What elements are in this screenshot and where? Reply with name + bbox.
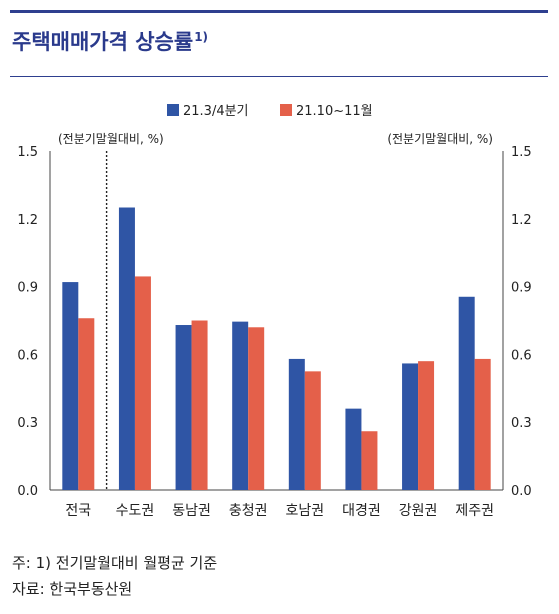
x-tick-label: 수도권 (116, 503, 155, 519)
y-tick-label-right: 0.6 (511, 348, 532, 363)
bar-chart: 21.3/4분기 21.10~11월 (전분기말월대비, %) (전분기말월대비… (17, 104, 532, 519)
bar-series-2 (191, 320, 208, 490)
right-y-ticks: 0.0 0.3 0.6 0.9 1.2 1.5 (511, 145, 532, 499)
y-tick-label-left: 1.5 (17, 145, 38, 160)
y-axis-label-right: (전분기말월대비, %) (387, 132, 493, 146)
x-tick-label: 전국 (65, 503, 91, 519)
top-rule (10, 10, 548, 13)
y-tick-label-left: 0.3 (17, 416, 38, 431)
title-rule (10, 76, 548, 77)
page-title: 주택매매가격 상승률1) (12, 26, 208, 56)
bars (62, 207, 491, 490)
bar-series-1 (288, 358, 305, 490)
title-superscript: 1) (194, 30, 209, 44)
bar-series-2 (134, 276, 151, 490)
bar-series-2 (474, 358, 491, 490)
y-tick-label-right: 1.5 (511, 145, 532, 160)
y-tick-label-right: 0.9 (511, 281, 532, 296)
y-tick-label-left: 1.2 (17, 213, 38, 228)
bar-series-2 (304, 371, 321, 490)
legend-swatch-series-1 (167, 104, 179, 116)
x-tick-label: 동남권 (172, 503, 211, 519)
y-tick-label-left: 0.6 (17, 348, 38, 363)
title-text: 주택매매가격 상승률 (12, 30, 194, 54)
x-tick-label: 대경권 (342, 503, 381, 519)
x-tick-labels: 전국 수도권 동남권 충청권 호남권 대경권 강원권 제주권 (65, 503, 494, 519)
y-tick-label-left: 0.9 (17, 281, 38, 296)
legend: 21.3/4분기 21.10~11월 (167, 104, 373, 119)
x-tick-label: 강원권 (399, 503, 438, 519)
y-tick-label-right: 1.2 (511, 213, 532, 228)
y-tick-label-left: 0.0 (17, 484, 38, 499)
bar-series-2 (418, 361, 435, 490)
bar-series-1 (232, 321, 249, 490)
bar-series-1 (175, 325, 192, 490)
y-tick-label-right: 0.3 (511, 416, 532, 431)
bar-series-2 (78, 318, 95, 490)
x-tick-label: 제주권 (455, 503, 494, 519)
bar-series-1 (458, 296, 475, 490)
y-axis-label-left: (전분기말월대비, %) (58, 132, 164, 146)
y-tick-label-right: 0.0 (511, 484, 532, 499)
bar-series-2 (248, 327, 265, 490)
left-y-ticks: 0.0 0.3 0.6 0.9 1.2 1.5 (17, 145, 38, 499)
bar-series-2 (361, 431, 378, 490)
legend-label-series-1: 21.3/4분기 (183, 104, 249, 119)
bar-series-1 (402, 363, 419, 490)
x-tick-label: 호남권 (285, 503, 324, 519)
x-tick-label: 충청권 (229, 503, 268, 519)
footnote-source: 자료: 한국부동산원 (12, 580, 133, 598)
bar-series-1 (345, 408, 362, 490)
legend-label-series-2: 21.10~11월 (296, 104, 373, 119)
bar-series-1 (118, 207, 135, 490)
bar-series-1 (62, 282, 79, 490)
legend-swatch-series-2 (280, 104, 292, 116)
footnote-note: 주: 1) 전기말월대비 월평균 기준 (12, 554, 218, 572)
